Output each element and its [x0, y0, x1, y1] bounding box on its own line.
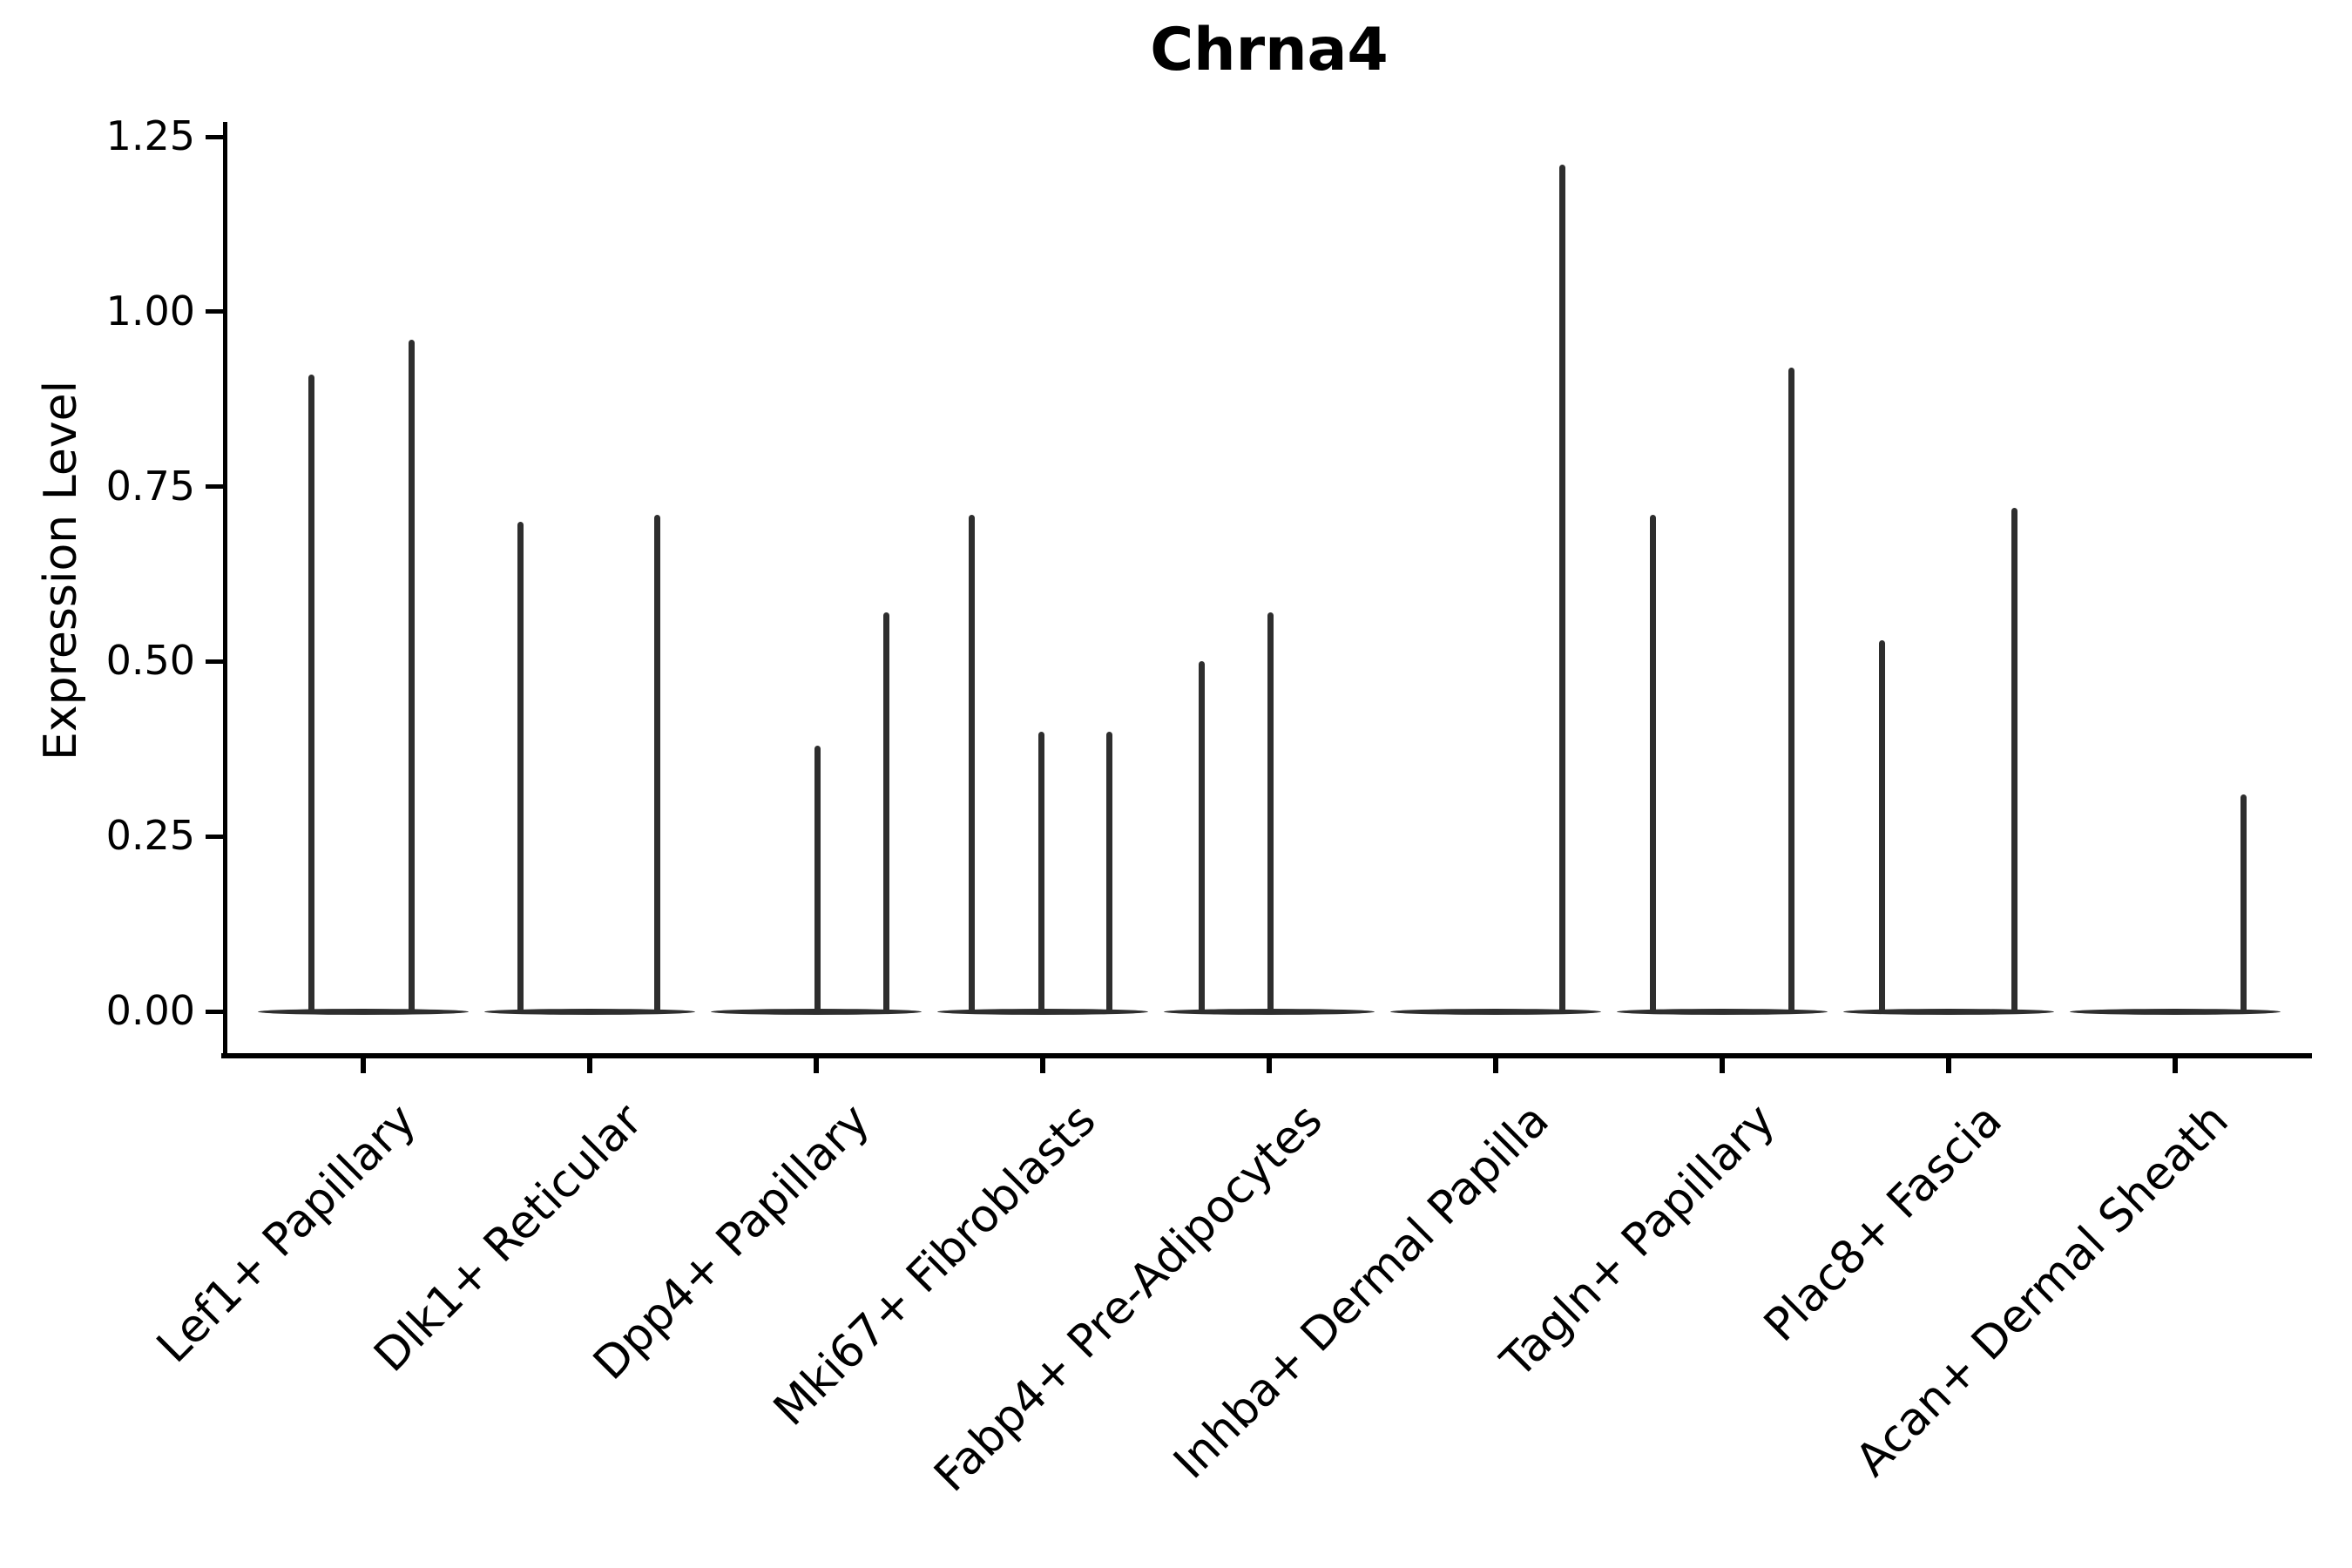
y-axis-spine — [223, 122, 227, 1058]
violin-spike — [1558, 165, 1565, 1014]
violin-spike — [653, 514, 660, 1014]
violin-body — [1390, 1008, 1601, 1015]
x-tick-mark — [1946, 1053, 1951, 1073]
violin-spike — [882, 612, 889, 1014]
x-tick-label: Acan+ Dermal Sheath — [1845, 1094, 2239, 1487]
x-tick-mark — [361, 1053, 366, 1073]
violin-spike — [2240, 794, 2247, 1014]
violin-spike — [1198, 661, 1205, 1014]
y-tick-label: 0.25 — [105, 812, 195, 860]
violin-body — [1843, 1008, 2054, 1015]
x-tick-label: Plac8+ Fascia — [1754, 1094, 2012, 1352]
violin-spike — [1649, 514, 1656, 1014]
x-tick-mark — [1720, 1053, 1725, 1073]
x-tick-mark — [2173, 1053, 2178, 1073]
y-tick-mark — [206, 484, 225, 490]
violin-body — [484, 1008, 695, 1015]
violin-spike — [1037, 731, 1044, 1014]
y-tick-mark — [206, 134, 225, 139]
violin-body — [2070, 1008, 2281, 1015]
x-tick-mark — [1493, 1053, 1498, 1073]
x-tick-mark — [1040, 1053, 1045, 1073]
y-tick-mark — [206, 1009, 225, 1014]
y-tick-mark — [206, 834, 225, 839]
y-tick-label: 1.00 — [105, 287, 195, 335]
violin-body — [1617, 1008, 1828, 1015]
x-tick-mark — [1267, 1053, 1272, 1073]
violin-body — [258, 1008, 469, 1015]
violin-spike — [1105, 731, 1112, 1014]
violin-spike — [968, 514, 975, 1014]
x-tick-mark — [814, 1053, 819, 1073]
y-axis-label: Expression Level — [35, 380, 87, 761]
violin-spike — [517, 521, 524, 1014]
y-tick-label: 0.50 — [105, 637, 195, 685]
violin-spike — [1878, 640, 1885, 1014]
plot-title: Chrna4 — [1150, 16, 1389, 84]
x-tick-mark — [587, 1053, 592, 1073]
y-tick-label: 1.25 — [105, 112, 195, 159]
y-tick-mark — [206, 659, 225, 664]
violin-spike — [1267, 612, 1274, 1014]
violin-spike — [408, 339, 415, 1014]
y-tick-label: 0.75 — [105, 462, 195, 510]
x-tick-label: Inhba+ Dermal Papilla — [1163, 1094, 1559, 1490]
violin-spike — [308, 375, 314, 1014]
violin-spike — [2011, 507, 2017, 1014]
x-tick-label: Fabp4+ Pre-Adipocytes — [924, 1094, 1333, 1503]
violin-spike — [814, 745, 821, 1014]
y-tick-mark — [206, 309, 225, 314]
violin-spike — [1788, 368, 1794, 1014]
y-tick-label: 0.00 — [105, 986, 195, 1034]
